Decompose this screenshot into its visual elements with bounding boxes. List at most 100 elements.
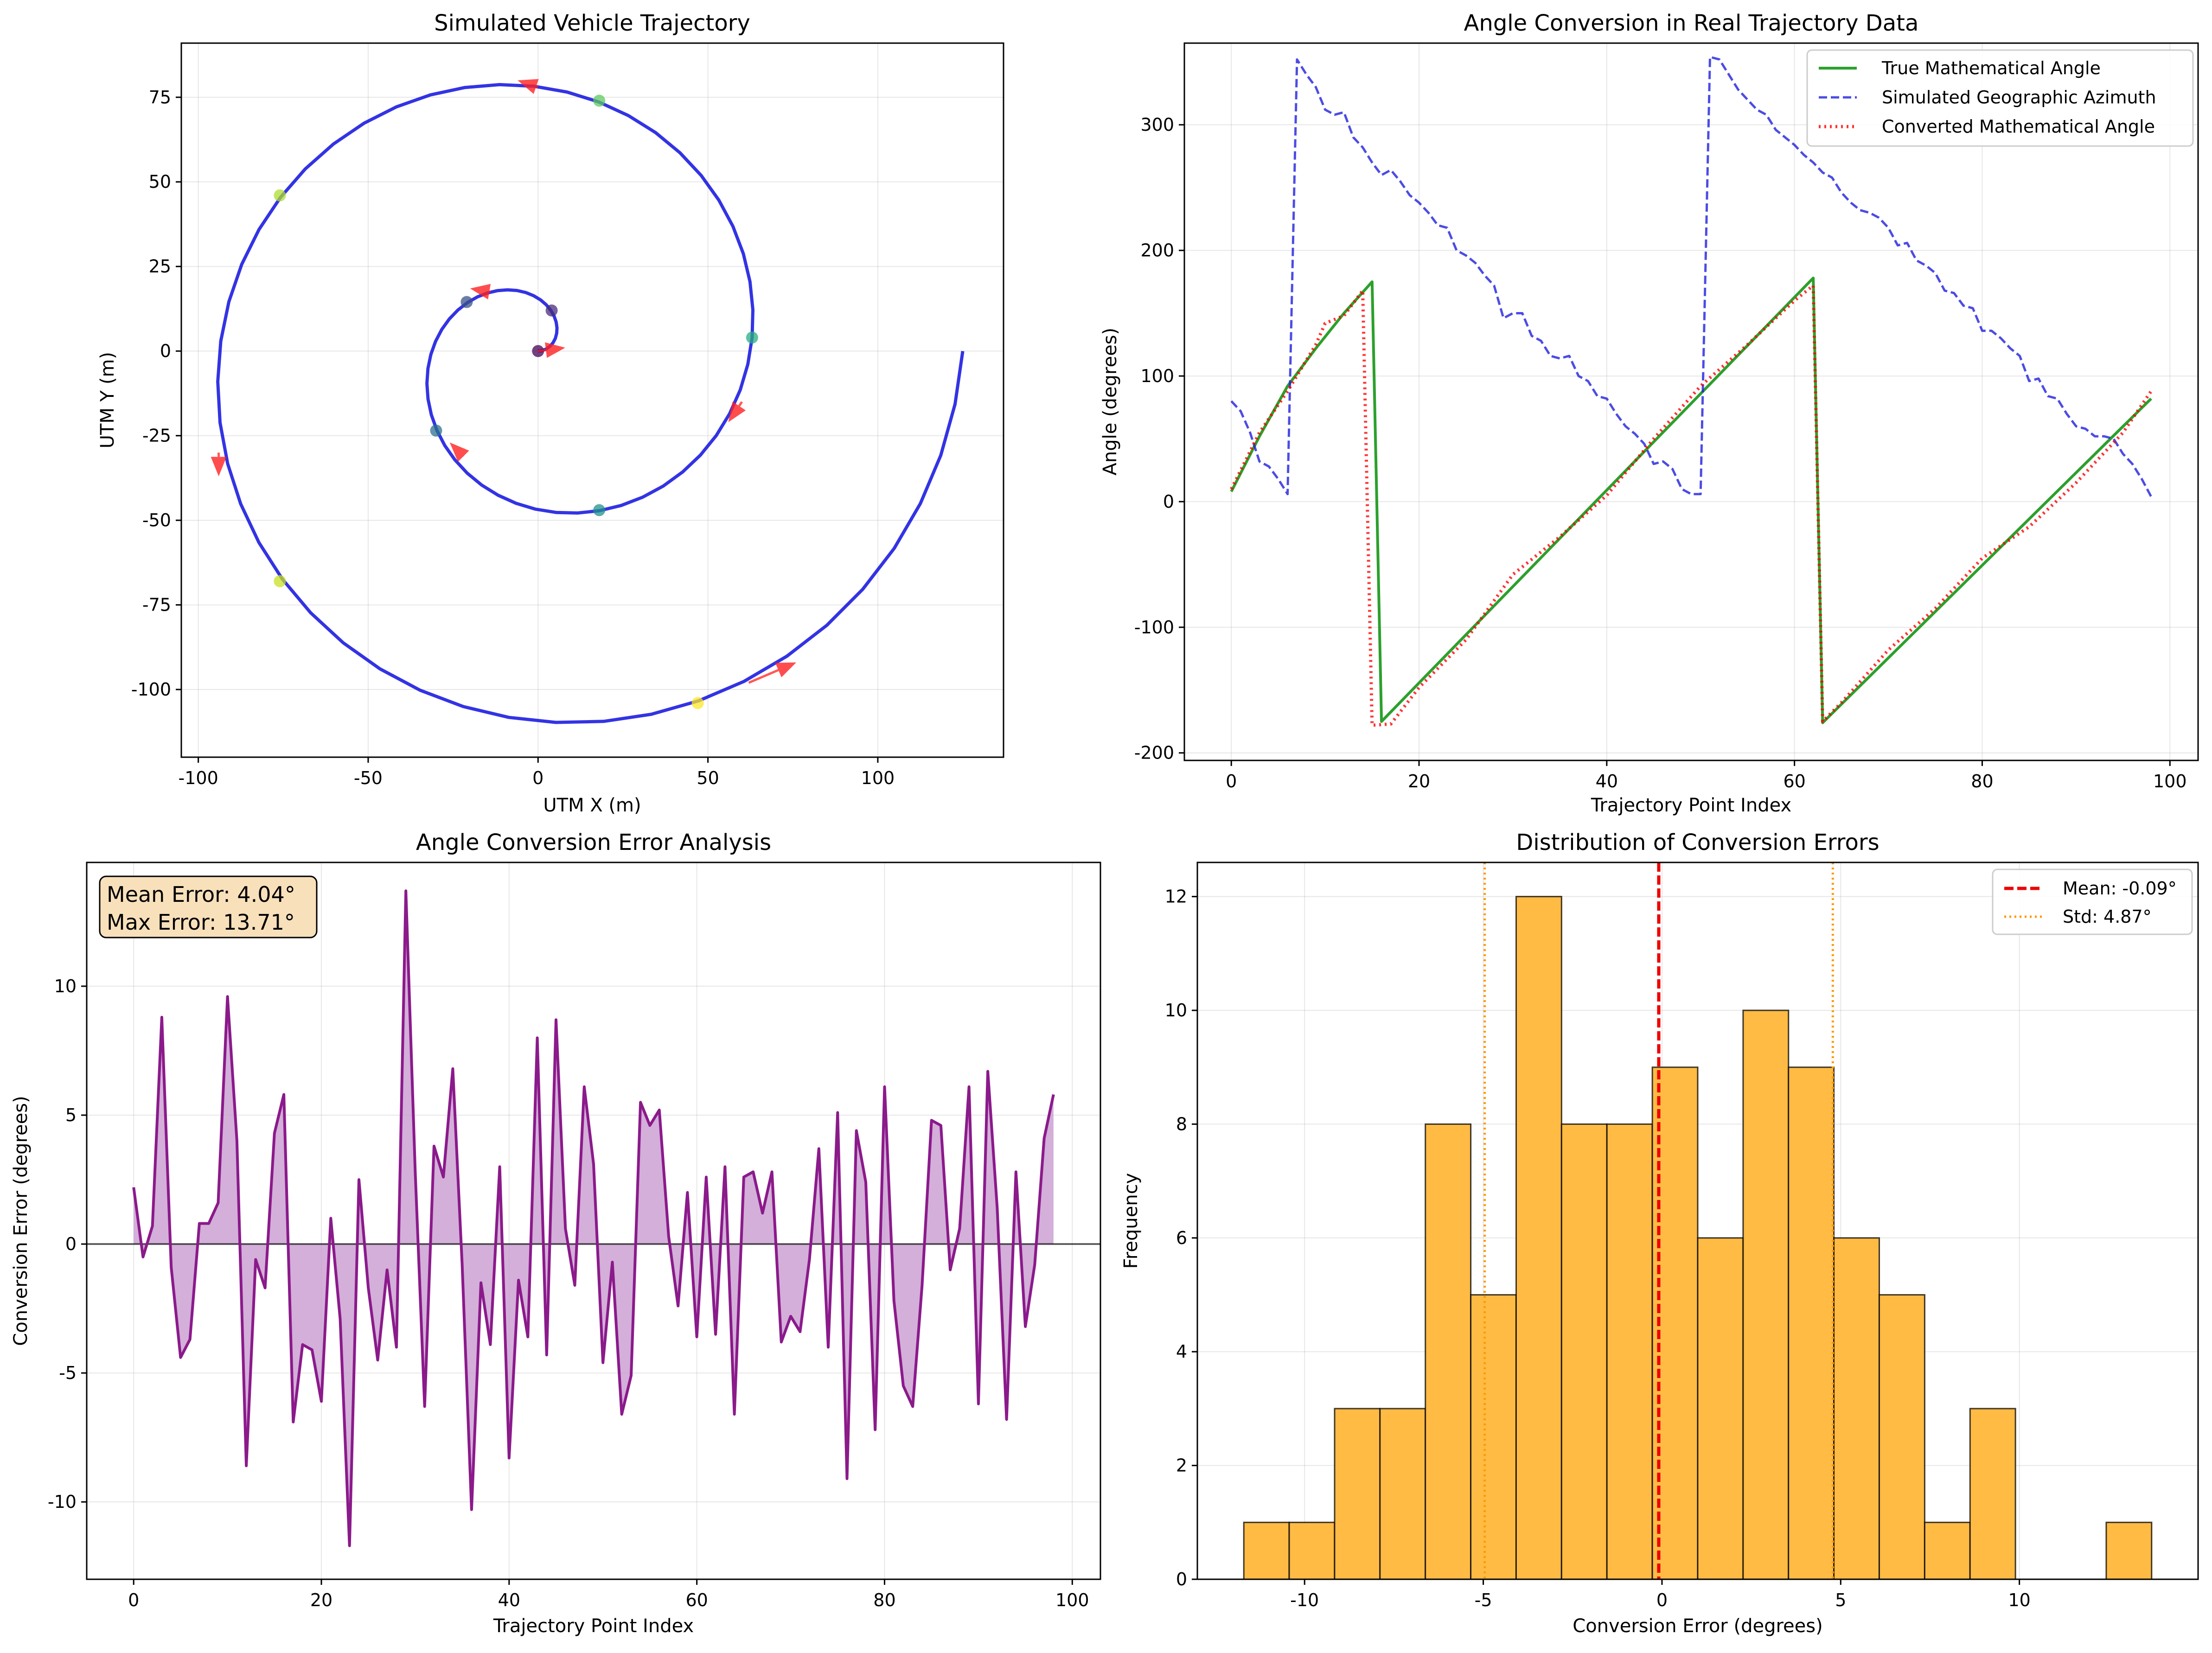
error-ylabel: Conversion Error (degrees) — [10, 1096, 32, 1346]
trajectory-xtick-label: 100 — [861, 768, 895, 788]
angle-ylabel: Angle (degrees) — [1100, 328, 1121, 476]
histogram-xtick-label: -5 — [1475, 1590, 1492, 1610]
error-distribution-panel: -10 -5 0 5 10 0 2 4 6 8 10 12 Distribution of Conve… — [1120, 830, 2199, 1637]
angle-xlabel: Trajectory Point Index — [1591, 795, 1791, 816]
histogram-bar — [1969, 1408, 2016, 1580]
angle-conversion-panel: 0 20 40 60 80 100 -200 -100 0 100 200 300 Angle Con… — [1100, 10, 2199, 816]
angle-xtick-label: 100 — [2153, 771, 2187, 791]
trajectory-marker — [430, 424, 442, 437]
error-ytick-label: -5 — [59, 1363, 77, 1383]
trajectory-ytick-label: -100 — [131, 679, 171, 700]
error-ytick-label: 10 — [54, 976, 77, 996]
heading-arrow-head — [470, 284, 491, 300]
histogram-ylabel: Frequency — [1120, 1173, 1142, 1269]
histogram-title: Distribution of Conversion Errors — [1516, 830, 1879, 855]
angle-legend: True Mathematical Angle Simulated Geogra… — [1806, 49, 2194, 147]
histogram-bar — [1379, 1408, 1426, 1580]
trajectory-ytick-label: -25 — [142, 426, 171, 446]
heading-arrow-head — [545, 342, 565, 358]
trajectory-marker — [274, 189, 286, 202]
histogram-bar — [1334, 1408, 1381, 1580]
trajectory-axes-frame — [180, 42, 1004, 758]
geo-azimuth-line — [1230, 56, 2153, 498]
trajectory-marker — [746, 331, 758, 344]
histogram-bar — [1243, 1521, 1290, 1580]
converted-angle-line — [1230, 284, 2153, 727]
histogram-bar — [1742, 1009, 1790, 1580]
legend-label-geo-azimuth: Simulated Geographic Azimuth — [1882, 87, 2156, 108]
histogram-bar — [1288, 1521, 1336, 1580]
error-stats-box — [99, 875, 318, 938]
histogram-bar — [1606, 1123, 1653, 1580]
angle-ytick-label: 0 — [1163, 491, 1174, 512]
trajectory-ytick-label: -50 — [142, 510, 171, 530]
trajectory-title: Simulated Vehicle Trajectory — [434, 10, 750, 36]
histogram-bar — [1788, 1066, 1835, 1580]
heading-arrow-shaft — [748, 669, 779, 684]
trajectory-xtick-label: -50 — [354, 768, 383, 788]
error-axes-frame — [86, 862, 1101, 1580]
max-error-text: Max Error: 13.71° — [107, 910, 295, 935]
trajectory-path — [216, 83, 965, 724]
angle-xtick-label: 60 — [1783, 771, 1805, 791]
trajectory-grid — [181, 43, 1004, 757]
histogram-legend: Mean: -0.09° Std: 4.87° — [1992, 868, 2193, 935]
histogram-ytick-label: 6 — [1176, 1228, 1187, 1248]
trajectory-marker — [593, 95, 606, 107]
error-line — [132, 889, 1055, 1547]
error-xtick-label: 0 — [128, 1590, 139, 1610]
histogram-plot — [1243, 862, 2153, 1580]
heading-arrow-head — [775, 662, 797, 677]
heading-arrow-head — [211, 457, 227, 477]
trajectory-ticks: -100 -50 0 50 100 -100 -75 -50 -25 0 25 50 75 — [131, 87, 895, 788]
error-ytick-label: -10 — [48, 1492, 77, 1512]
angle-axes-frame — [1183, 42, 2199, 761]
histogram-xlabel: Conversion Error (degrees) — [1573, 1615, 1822, 1637]
histogram-bar — [1425, 1123, 1472, 1580]
histogram-ytick-label: 10 — [1165, 1000, 1187, 1021]
trajectory-marker — [593, 504, 606, 517]
angle-xtick-label: 40 — [1596, 771, 1618, 791]
trajectory-ytick-label: 50 — [149, 172, 171, 192]
error-xtick-label: 60 — [685, 1590, 708, 1610]
error-analysis-panel: 0 20 40 60 80 100 -10 -5 0 5 10 Angle Conversion E… — [10, 830, 1101, 1637]
histogram-axes-frame — [1196, 862, 2199, 1580]
legend-label-true-angle: True Mathematical Angle — [1881, 58, 2101, 78]
histogram-bar — [1924, 1521, 1971, 1580]
heading-arrow-head — [449, 442, 469, 462]
heading-arrow-shaft — [738, 401, 743, 407]
error-ticks: 0 20 40 60 80 100 -10 -5 0 5 10 — [48, 976, 1089, 1610]
histogram-bar — [1879, 1294, 1925, 1580]
trajectory-plot — [211, 79, 965, 724]
heading-arrow-head — [728, 402, 746, 422]
angle-title: Angle Conversion in Real Trajectory Data — [1464, 10, 1919, 36]
histogram-ytick-label: 4 — [1176, 1341, 1187, 1362]
error-xlabel: Trajectory Point Index — [493, 1615, 694, 1637]
histogram-legend-box — [1992, 868, 2193, 935]
error-title: Angle Conversion Error Analysis — [416, 830, 771, 855]
histogram-ytick-label: 12 — [1165, 887, 1187, 907]
mean-error-text: Mean Error: 4.04° — [107, 882, 295, 907]
histogram-xtick-label: -10 — [1290, 1590, 1319, 1610]
error-plot — [87, 889, 1100, 1547]
histogram-xtick-label: 5 — [1835, 1590, 1846, 1610]
angle-ytick-label: -200 — [1134, 743, 1174, 763]
trajectory-xtick-label: -100 — [179, 768, 218, 788]
histogram-ytick-label: 8 — [1176, 1114, 1187, 1134]
angle-xtick-label: 80 — [1971, 771, 1993, 791]
angle-ticks: 0 20 40 60 80 100 -200 -100 0 100 200 300 — [1134, 115, 2187, 791]
angle-ytick-label: 200 — [1140, 240, 1174, 261]
trajectory-marker — [460, 296, 473, 308]
heading-arrow-head — [518, 79, 539, 94]
heading-arrow-shaft — [537, 349, 546, 352]
angle-ytick-label: 100 — [1140, 366, 1174, 386]
error-xtick-label: 20 — [310, 1590, 332, 1610]
histogram-bar — [1560, 1123, 1608, 1580]
angle-xtick-label: 0 — [1226, 771, 1237, 791]
histogram-bar — [1470, 1294, 1517, 1580]
histogram-ytick-label: 0 — [1176, 1569, 1187, 1589]
angle-ytick-label: -100 — [1134, 617, 1174, 638]
histogram-bar — [1515, 896, 1562, 1580]
histogram-ytick-label: 2 — [1176, 1455, 1187, 1476]
